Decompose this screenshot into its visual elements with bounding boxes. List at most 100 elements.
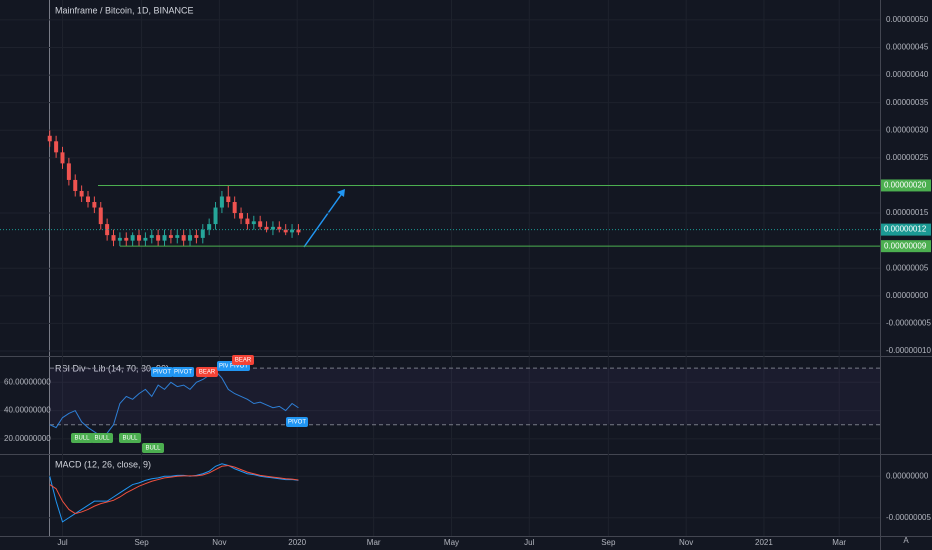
- candle-body: [130, 235, 135, 241]
- candle-body: [117, 237, 122, 241]
- signal-label: BULL: [122, 436, 138, 442]
- y-tick-label: 20.00000000: [4, 434, 51, 443]
- candle-body: [162, 235, 167, 241]
- y-tick-label: -0.00000005: [886, 319, 931, 328]
- candle-body: [54, 141, 59, 153]
- series-line: [49, 464, 299, 515]
- macd-title: MACD (12, 26, close, 9): [55, 459, 151, 469]
- x-tick-label: Mar: [832, 538, 846, 547]
- y-tick-label: 0.00000030: [886, 125, 929, 134]
- y-tick-label: 60.00000000: [4, 377, 51, 386]
- candle-body: [124, 237, 129, 241]
- series-line: [49, 370, 299, 437]
- y-tick-label: 0.00000005: [886, 263, 929, 272]
- candle-body: [149, 235, 154, 238]
- x-tick-label: May: [444, 538, 459, 547]
- signal-tag: [142, 443, 164, 453]
- signal-label: BEAR: [199, 370, 216, 376]
- candle-body: [194, 235, 199, 238]
- candle-body: [47, 135, 52, 142]
- x-tick-label: Nov: [679, 538, 693, 547]
- candle-body: [213, 207, 218, 225]
- candle-body: [226, 196, 231, 203]
- candle-body: [258, 221, 263, 227]
- signal-label: BULL: [94, 436, 110, 442]
- candle-body: [239, 213, 244, 219]
- x-tick-label: Jul: [524, 538, 534, 547]
- chart-title: Mainframe / Bitcoin, 1D, BINANCE: [55, 5, 194, 15]
- rsi-title: RSI Div - Lib (14, 70, 30, 90): [55, 363, 169, 373]
- signal-tag: [286, 417, 308, 427]
- level-label: 0.00000009: [884, 241, 927, 250]
- x-tick-label: Mar: [367, 538, 381, 547]
- y-tick-label: -0.00000005: [886, 513, 931, 522]
- signal-tag: [172, 367, 194, 377]
- y-tick-label: 0.00000040: [886, 70, 929, 79]
- y-tick-label: -0.00000010: [886, 346, 931, 355]
- y-tick-label: 0.00000050: [886, 15, 929, 24]
- x-tick-label: Nov: [212, 538, 226, 547]
- signal-label: BULL: [145, 446, 161, 452]
- y-tick-label: 0.00000000: [886, 291, 929, 300]
- candle-body: [290, 229, 295, 233]
- y-tick-label: 0.00000015: [886, 208, 929, 217]
- signal-label: PIVOT: [288, 420, 306, 426]
- y-tick-label: 40.00000000: [4, 406, 51, 415]
- level-tag: [881, 240, 931, 253]
- level-tag: [881, 179, 931, 192]
- signal-tag: [119, 433, 141, 443]
- level-tag: [881, 223, 931, 236]
- candle-body: [207, 224, 212, 230]
- x-tick-label: 2021: [755, 538, 773, 547]
- signal-label: BULL: [74, 436, 90, 442]
- candle-body: [296, 229, 301, 233]
- candle-body: [168, 235, 173, 238]
- candle-body: [181, 235, 186, 241]
- auto-scale-button[interactable]: A: [903, 536, 909, 545]
- candle-body: [283, 229, 288, 233]
- candle-body: [143, 237, 148, 241]
- candle-body: [232, 202, 237, 214]
- trend-arrow: [303, 191, 344, 248]
- y-tick-label: 0.00000045: [886, 43, 929, 52]
- signal-tag: [196, 367, 218, 377]
- candle-body: [264, 226, 269, 230]
- candle-body: [111, 235, 116, 241]
- y-tick-label: 0.00000025: [886, 153, 929, 162]
- candle-body: [270, 226, 275, 230]
- rsi-band: [50, 368, 880, 425]
- x-tick-label: Sep: [601, 538, 616, 547]
- level-label: 0.00000012: [884, 225, 927, 234]
- signal-tag: [71, 433, 93, 443]
- signal-tag: [91, 433, 113, 443]
- candle-body: [73, 179, 78, 191]
- level-label: 0.00000020: [884, 181, 927, 190]
- y-tick-label: 0.00000035: [886, 98, 929, 107]
- candle-body: [66, 163, 71, 180]
- candle-body: [60, 152, 65, 164]
- signal-tag: [232, 355, 254, 365]
- signal-label: PIVOT: [230, 364, 248, 370]
- x-tick-label: 2020: [288, 538, 306, 547]
- arrow-head: [337, 189, 345, 197]
- signal-label: PIVOT: [174, 370, 192, 376]
- candle-body: [105, 224, 110, 236]
- candle-body: [86, 196, 90, 203]
- candle-body: [98, 207, 103, 225]
- series-line: [49, 463, 299, 523]
- candle-body: [92, 202, 97, 208]
- candle-body: [79, 190, 84, 197]
- candle-body: [188, 235, 193, 241]
- candle-body: [251, 221, 256, 225]
- x-tick-label: Jul: [57, 538, 67, 547]
- candle-body: [277, 226, 282, 230]
- signal-tag: [151, 367, 173, 377]
- candle-body: [175, 235, 180, 238]
- candle-body: [156, 235, 161, 241]
- candle-body: [245, 218, 250, 225]
- signal-label: BEAR: [235, 358, 252, 364]
- candle-body: [137, 235, 142, 241]
- signal-label: PIVOT: [153, 370, 171, 376]
